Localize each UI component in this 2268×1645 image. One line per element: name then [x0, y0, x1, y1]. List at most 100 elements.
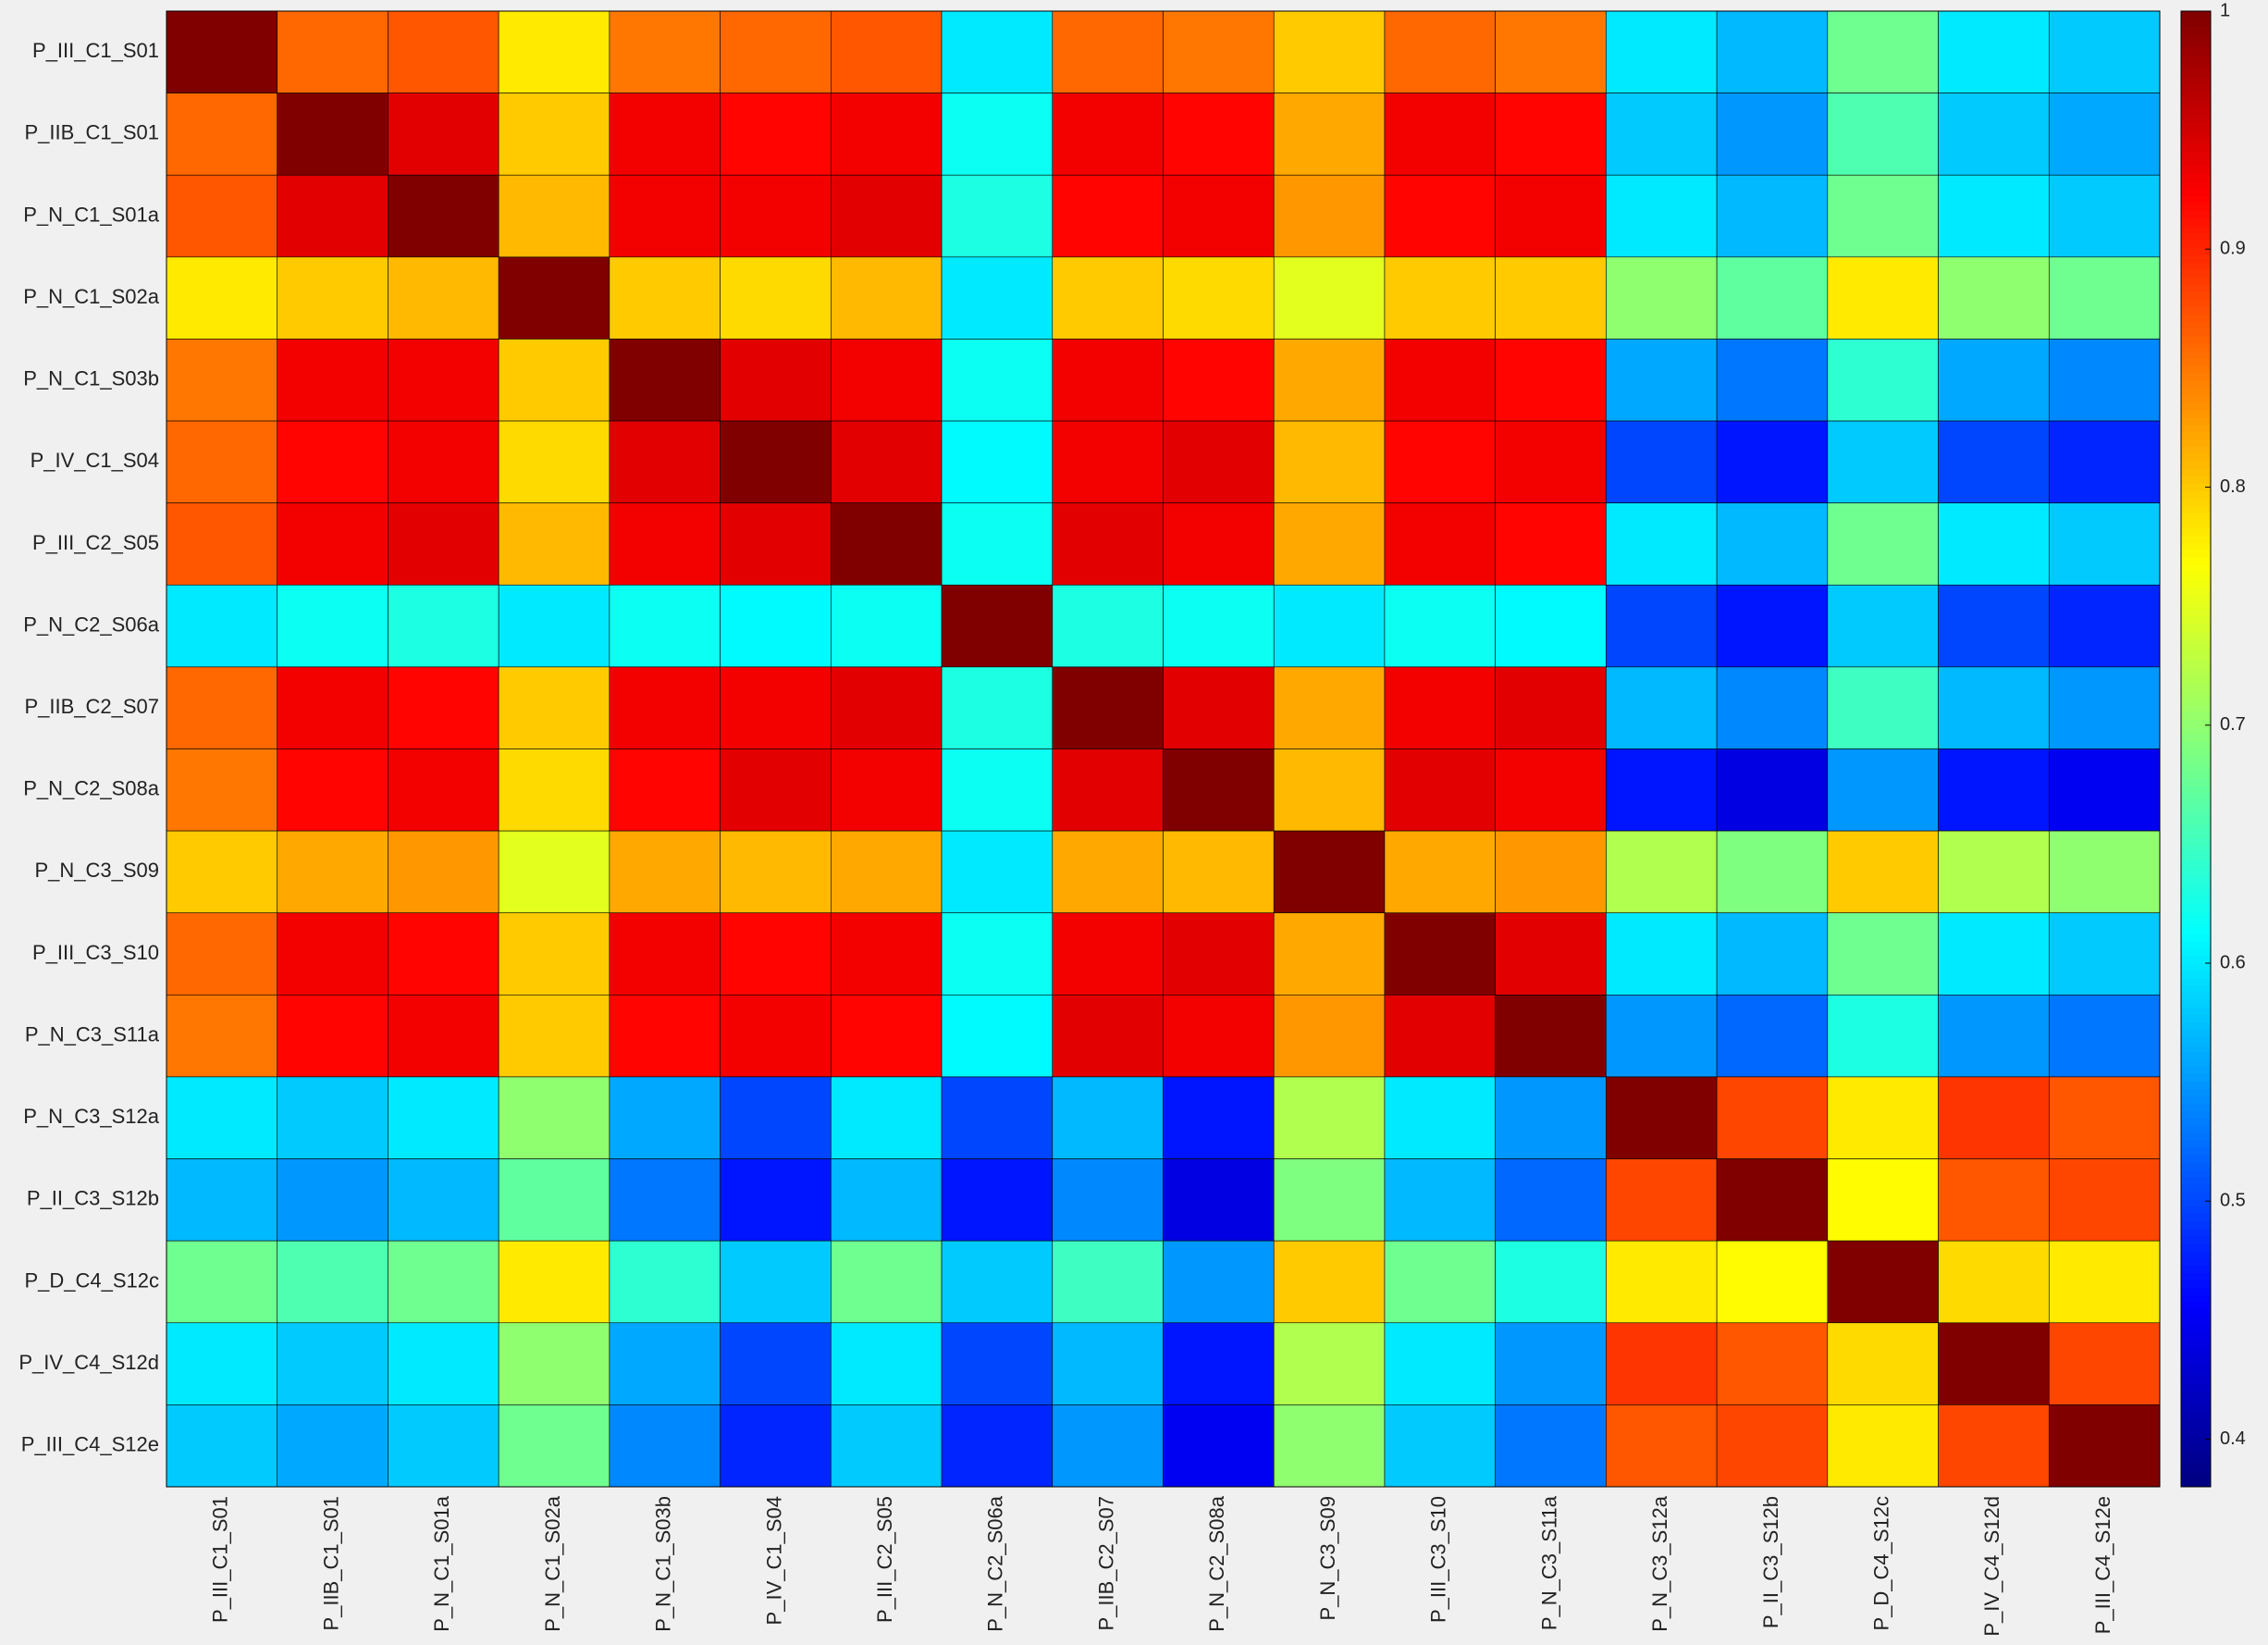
heatmap-cell: [1052, 174, 1164, 258]
heatmap-cell: [1606, 912, 1718, 996]
heatmap-cell: [720, 1240, 832, 1324]
heatmap-cell: [498, 256, 610, 340]
heatmap-cell: [1052, 502, 1164, 586]
heatmap-cell: [941, 1076, 1054, 1159]
colorbar-segment: [2181, 99, 2211, 108]
colorbar-segment: [2181, 623, 2211, 632]
heatmap-cell: [498, 1404, 610, 1488]
colorbar-segment: [2181, 1206, 2211, 1215]
heatmap-cell: [166, 93, 278, 176]
heatmap-cell: [1052, 1076, 1164, 1159]
colorbar-segment: [2181, 254, 2211, 263]
colorbar-tick-label: 0.6: [2220, 952, 2246, 972]
y-tick-label: P_N_C2_S08a: [23, 777, 160, 800]
colorbar-segment: [2181, 793, 2211, 801]
heatmap-cell: [2048, 1404, 2161, 1488]
heatmap-cell: [498, 748, 610, 832]
heatmap-cell: [2048, 502, 2161, 586]
colorbar-segment: [2181, 550, 2211, 558]
x-tick-label: P_III_C3_S10: [1427, 1496, 1450, 1623]
heatmap-cell: [1716, 256, 1829, 340]
colorbar-segment: [2181, 262, 2211, 270]
heatmap-cell: [1384, 502, 1496, 586]
heatmap-cell: [1716, 502, 1829, 586]
x-tick-label: P_N_C2_S06a: [984, 1495, 1007, 1632]
heatmap-cell: [1495, 1076, 1607, 1159]
heatmap-cell: [941, 502, 1054, 586]
heatmap-cell: [1163, 666, 1275, 749]
colorbar-segment: [2181, 47, 2211, 56]
colorbar-segment: [2181, 860, 2211, 868]
heatmap-cell: [277, 1322, 388, 1405]
colorbar-segment: [2181, 1118, 2211, 1126]
heatmap-cell: [941, 748, 1054, 832]
plot-frame: [166, 10, 2161, 1488]
colorbar-segment: [2181, 1435, 2211, 1443]
colorbar-segment: [2181, 689, 2211, 699]
heatmap-cell: [166, 995, 278, 1078]
colorbar-segment: [2181, 446, 2211, 454]
heatmap-cell: [388, 339, 499, 422]
heatmap-cell: [831, 174, 943, 258]
colorbar-segment: [2181, 513, 2211, 521]
colorbar-segment: [2181, 342, 2211, 352]
heatmap-cell: [831, 995, 943, 1078]
heatmap-cell: [1495, 93, 1607, 176]
heatmap-cell: [941, 1240, 1054, 1324]
colorbar-segment: [2181, 1235, 2211, 1244]
colorbar-segment: [2181, 291, 2211, 300]
colorbar-segment: [2181, 734, 2211, 743]
heatmap-cell: [1384, 995, 1496, 1078]
colorbar-segment: [2181, 394, 2211, 403]
heatmap-cell: [1495, 830, 1607, 914]
heatmap-cell: [1495, 339, 1607, 422]
heatmap-cell: [941, 93, 1054, 176]
heatmap-cell: [1716, 995, 1829, 1078]
heatmap-cell: [1384, 1404, 1496, 1488]
heatmap-cell: [609, 420, 721, 503]
heatmap-cell: [1163, 1158, 1275, 1242]
x-tick-label: P_N_C1_S01a: [430, 1495, 453, 1632]
colorbar-segment: [2181, 1331, 2211, 1340]
heatmap-cell: [1827, 93, 1939, 176]
heatmap-cell: [941, 912, 1054, 996]
colorbar-segment: [2181, 379, 2211, 389]
colorbar-segment: [2181, 572, 2211, 580]
heatmap-cell: [609, 174, 721, 258]
heatmap-cell: [1163, 584, 1275, 668]
colorbar-segment: [2181, 350, 2211, 359]
heatmap-cell: [941, 339, 1054, 422]
heatmap-cell: [388, 93, 499, 176]
colorbar-segment: [2181, 1103, 2211, 1111]
colorbar-segment: [2181, 40, 2211, 49]
colorbar-segment: [2181, 615, 2211, 625]
colorbar-segment: [2181, 748, 2211, 757]
heatmap-cell: [1384, 912, 1496, 996]
colorbar-segment: [2181, 1420, 2211, 1429]
heatmap-cell: [498, 339, 610, 422]
y-tick-label: P_III_C3_S10: [32, 941, 159, 964]
colorbar-segment: [2181, 69, 2211, 79]
colorbar-segment: [2181, 697, 2211, 706]
heatmap-cell: [831, 830, 943, 914]
colorbar-segment: [2181, 645, 2211, 654]
heatmap-cell: [498, 584, 610, 668]
heatmap-cell: [941, 10, 1054, 93]
colorbar-segment: [2181, 711, 2211, 721]
heatmap-cell: [1606, 1240, 1718, 1324]
colorbar-segment: [2181, 284, 2211, 292]
colorbar-segment: [2181, 882, 2211, 890]
heatmap-cell: [1606, 93, 1718, 176]
heatmap-cell: [1384, 10, 1496, 93]
colorbar-segment: [2181, 527, 2211, 536]
colorbar-segment: [2181, 1125, 2211, 1133]
heatmap-cell: [831, 912, 943, 996]
colorbar-tick-label: 0.4: [2220, 1429, 2246, 1449]
heatmap-cell: [1495, 256, 1607, 340]
heatmap-cell: [1163, 10, 1275, 93]
colorbar-tick-label: 0.8: [2220, 476, 2246, 497]
y-tick-label: P_IV_C4_S12d: [18, 1351, 159, 1374]
heatmap-cell: [1827, 666, 1939, 749]
